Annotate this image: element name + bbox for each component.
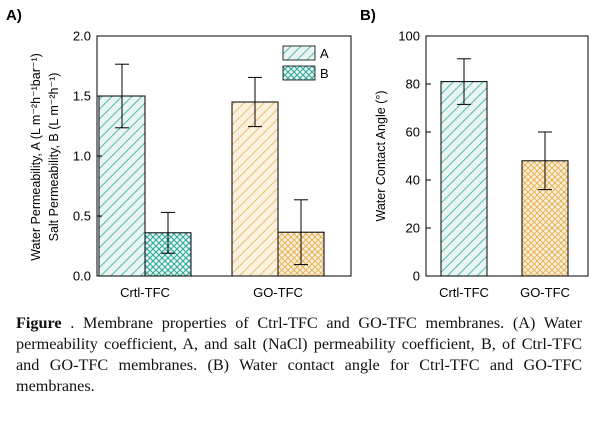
figure-caption: Figure . Membrane properties of Ctrl-TFC… [16, 313, 582, 397]
figure: A) Water Permeability, A (L m⁻²h⁻¹bar⁻¹)… [6, 7, 589, 300]
panel-b-axes-frame [425, 35, 589, 277]
panel-b-ytick-label-0: 0 [413, 269, 420, 284]
panel-a-bar-A-1 [231, 101, 279, 277]
panel-b-ytick-label-2: 40 [406, 173, 420, 188]
chart-panel-a: A) Water Permeability, A (L m⁻²h⁻¹bar⁻¹)… [6, 7, 352, 300]
panel-a-ytick-label-2: 1.0 [73, 149, 91, 164]
panel-b-ytick-label-3: 60 [406, 125, 420, 140]
panel-a-ylabel-line1: Water Permeability, A (L m⁻²h⁻¹bar⁻¹) [29, 53, 43, 261]
panel-b-ytick-label-1: 20 [406, 221, 420, 236]
panel-a-errorbar-B-0 [161, 211, 175, 254]
panel-a-label: A) [6, 7, 22, 24]
panel-b-ytick-label-4: 80 [406, 77, 420, 92]
caption-text: . Membrane properties of Ctrl-TFC and GO… [16, 314, 582, 395]
panel-b-errorbar-1 [538, 131, 552, 191]
chart-panel-b: B) Water Contact Angle (°) 020406080100 … [360, 7, 589, 300]
panel-b-bar-0 [440, 81, 488, 277]
panel-b-xtick-label-0: Crtl-TFC [439, 285, 489, 300]
panel-a-ytick-label-1: 0.5 [73, 209, 91, 224]
panel-b-errorbar-0 [457, 58, 471, 105]
legend-label-a: A [320, 46, 329, 61]
panel-a-ytick-label-3: 1.5 [73, 89, 91, 104]
panel-b-label: B) [360, 7, 376, 24]
panel-a-errorbar-A-1 [248, 76, 262, 128]
legend-swatch-b [282, 65, 316, 81]
panel-b-xtick-label-1: GO-TFC [520, 285, 570, 300]
panel-a-ytick-label-4: 2.0 [73, 29, 91, 44]
panel-a-xtick-label-0: Crtl-TFC [120, 285, 170, 300]
panel-a-ytick-label-0: 0.0 [73, 269, 91, 284]
panel-a-errorbar-A-0 [115, 63, 129, 129]
legend-swatch-a [282, 45, 316, 61]
panel-a-ylabel-line2: Salt Permeability, B (L m⁻²h⁻¹) [47, 73, 61, 242]
panel-a-xtick-label-1: GO-TFC [253, 285, 303, 300]
panel-b-ylabel: Water Contact Angle (°) [374, 91, 388, 222]
panel-b-ytick-label-5: 100 [398, 29, 420, 44]
panel-a-errorbar-B-1 [294, 199, 308, 266]
legend-label-b: B [320, 66, 329, 81]
panel-a-legend: A B [282, 45, 329, 81]
caption-label: Figure [16, 314, 62, 332]
